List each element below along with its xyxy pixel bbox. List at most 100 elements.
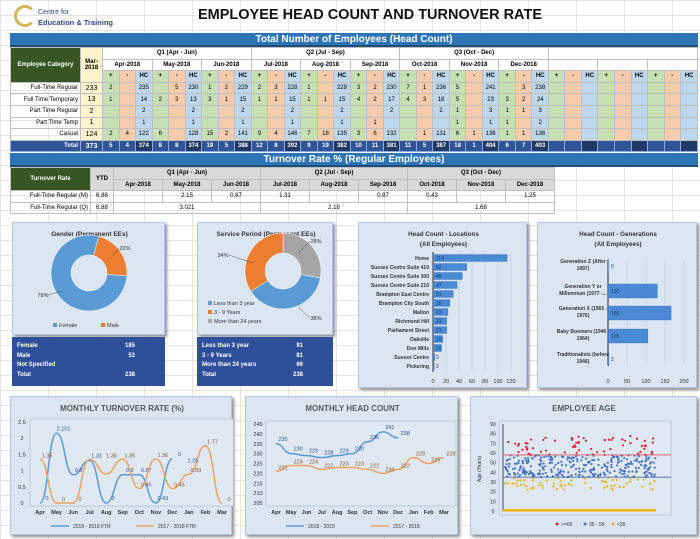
data-point bbox=[582, 463, 585, 466]
cell bbox=[514, 116, 533, 130]
cell: 1.25 bbox=[505, 190, 555, 203]
bar-value-label: 3 bbox=[436, 355, 439, 361]
cell: 2.18 bbox=[260, 201, 408, 215]
bar-value-label: 23 bbox=[436, 310, 442, 316]
summary-label: Male bbox=[17, 352, 31, 359]
quarter-header: Q1 (Apr - Jun) bbox=[102, 47, 252, 60]
cell bbox=[597, 93, 615, 106]
pie-slice bbox=[250, 274, 321, 310]
data-point bbox=[550, 461, 554, 464]
category-label: Oakville bbox=[410, 337, 429, 343]
month-header: Aug-2018 bbox=[309, 178, 359, 192]
left-header: - bbox=[168, 70, 186, 83]
data-point bbox=[531, 486, 535, 489]
data-point bbox=[591, 473, 594, 476]
cell bbox=[630, 104, 649, 118]
row-label: Full-Time Regular bbox=[10, 81, 81, 95]
bar bbox=[607, 283, 658, 299]
bar bbox=[432, 290, 454, 298]
cell bbox=[349, 116, 368, 130]
legend-swatch bbox=[208, 310, 212, 314]
data-point bbox=[570, 438, 574, 441]
data-point bbox=[616, 455, 619, 458]
cell: 18 bbox=[316, 128, 335, 141]
data-label: 229 bbox=[309, 449, 318, 455]
ytd-value: 6.88 bbox=[90, 190, 114, 203]
data-point bbox=[590, 462, 593, 466]
service-chart: Service Period (Permanent EEs) 38% 34% 28% L… bbox=[197, 222, 333, 335]
data-point bbox=[529, 469, 532, 473]
data-point bbox=[653, 466, 656, 469]
cell bbox=[217, 116, 236, 130]
cell: 14 bbox=[135, 93, 153, 106]
cell bbox=[613, 139, 632, 153]
data-point bbox=[516, 484, 519, 488]
summary-label: Female bbox=[17, 343, 38, 349]
bar-value-label: 21 bbox=[436, 319, 442, 325]
tick-label: Oct bbox=[363, 510, 372, 516]
tick-label: 10 bbox=[490, 499, 496, 505]
cell bbox=[547, 139, 566, 153]
legend-swatch bbox=[53, 323, 57, 327]
headcount-header: HC bbox=[283, 70, 302, 83]
cell: 1 bbox=[267, 93, 285, 106]
cell bbox=[267, 104, 285, 118]
data-point bbox=[576, 457, 579, 461]
summary-row: Total 238 bbox=[17, 372, 160, 382]
data-point bbox=[538, 469, 541, 472]
data-point bbox=[527, 452, 530, 455]
cell bbox=[415, 104, 434, 118]
category-label: Sussex Centre bbox=[394, 355, 429, 361]
legend-label: <35 bbox=[617, 522, 626, 528]
data-point bbox=[545, 479, 548, 482]
data-label: 0 bbox=[45, 496, 48, 502]
cell: 9 bbox=[250, 128, 269, 141]
data-point bbox=[514, 442, 517, 445]
cell: 11 bbox=[399, 139, 417, 153]
cell: 2 bbox=[531, 116, 549, 130]
cell: 18 bbox=[432, 93, 450, 106]
summary-label: Total bbox=[202, 371, 216, 378]
cell bbox=[580, 81, 599, 95]
cell bbox=[647, 116, 665, 130]
bar-value-label: 21 bbox=[436, 328, 442, 334]
data-point bbox=[559, 483, 562, 486]
cell bbox=[118, 116, 137, 130]
cell bbox=[647, 128, 665, 141]
data-point bbox=[539, 481, 542, 484]
page-title: EMPLOYEE HEAD COUNT AND TURNOVER RATE bbox=[198, 7, 542, 23]
data-label: 28% bbox=[310, 239, 321, 245]
added-header: + bbox=[498, 70, 516, 83]
month-header: Oct-2018 bbox=[399, 58, 450, 72]
data-label: 228 bbox=[416, 452, 425, 458]
cell bbox=[102, 116, 120, 130]
bar-value-label: 45 bbox=[436, 274, 442, 280]
cell bbox=[564, 93, 582, 106]
category-label: Sussex Centre Suite 410 bbox=[371, 265, 429, 271]
data-point bbox=[507, 465, 511, 468]
data-point bbox=[542, 462, 545, 465]
cell bbox=[663, 93, 682, 106]
cell bbox=[168, 104, 186, 118]
cell bbox=[630, 116, 649, 130]
tick-label: 235 bbox=[253, 442, 262, 448]
month-header: Aug-2018 bbox=[300, 58, 351, 72]
chart-title: EMPLOYEE AGE bbox=[552, 404, 616, 413]
data-point bbox=[596, 474, 599, 477]
leader-line bbox=[46, 290, 64, 296]
data-point bbox=[645, 470, 648, 473]
data-label: 221 bbox=[278, 465, 287, 471]
cell bbox=[663, 104, 682, 118]
data-point bbox=[644, 459, 648, 462]
tick-label: May bbox=[286, 510, 298, 516]
data-point bbox=[507, 472, 510, 475]
tick-label: 240 bbox=[253, 432, 262, 438]
cell: 128 bbox=[184, 128, 203, 141]
cell bbox=[613, 81, 632, 95]
data-point bbox=[610, 484, 613, 487]
data-label: 34% bbox=[217, 253, 228, 259]
logo-line2: Education & Training bbox=[38, 18, 114, 27]
data-point bbox=[519, 483, 522, 486]
data-point bbox=[526, 447, 529, 450]
data-point bbox=[645, 454, 648, 457]
